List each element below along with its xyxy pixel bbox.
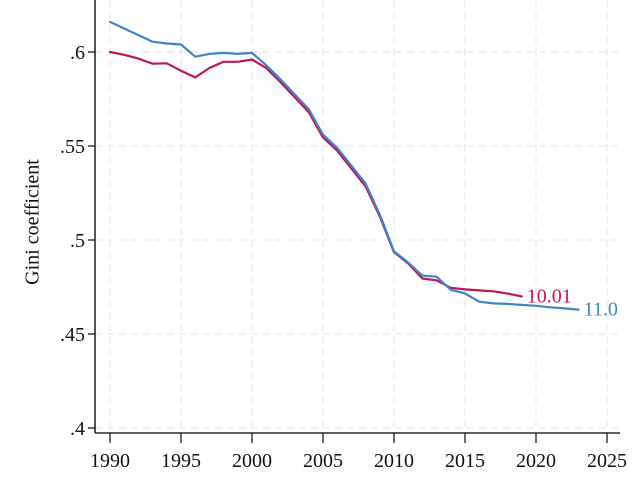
- x-tick-label: 2025: [587, 450, 627, 472]
- y-tick-label: .5: [70, 230, 85, 252]
- series-line-10-01: [108, 50, 523, 298]
- x-tick-label: 1995: [161, 450, 201, 472]
- x-tick-label: 1990: [90, 450, 130, 472]
- x-tick-label: 2005: [303, 450, 343, 472]
- x-tick-label: 2010: [374, 450, 414, 472]
- y-tick-label: .55: [60, 136, 85, 158]
- series-end-label-10-01: 10.01: [527, 285, 572, 307]
- x-tick-label: 2015: [445, 450, 485, 472]
- x-tick-label: 2000: [232, 450, 272, 472]
- series-line-11-0: [108, 20, 580, 311]
- y-tick-label: .4: [70, 418, 85, 440]
- y-tick-label: .6: [70, 42, 85, 64]
- series-end-label-11-0: 11.0: [584, 299, 618, 321]
- x-tick-label: 2020: [516, 450, 556, 472]
- y-axis-title: Gini coefficient: [21, 159, 44, 285]
- y-tick-label: .45: [60, 324, 85, 346]
